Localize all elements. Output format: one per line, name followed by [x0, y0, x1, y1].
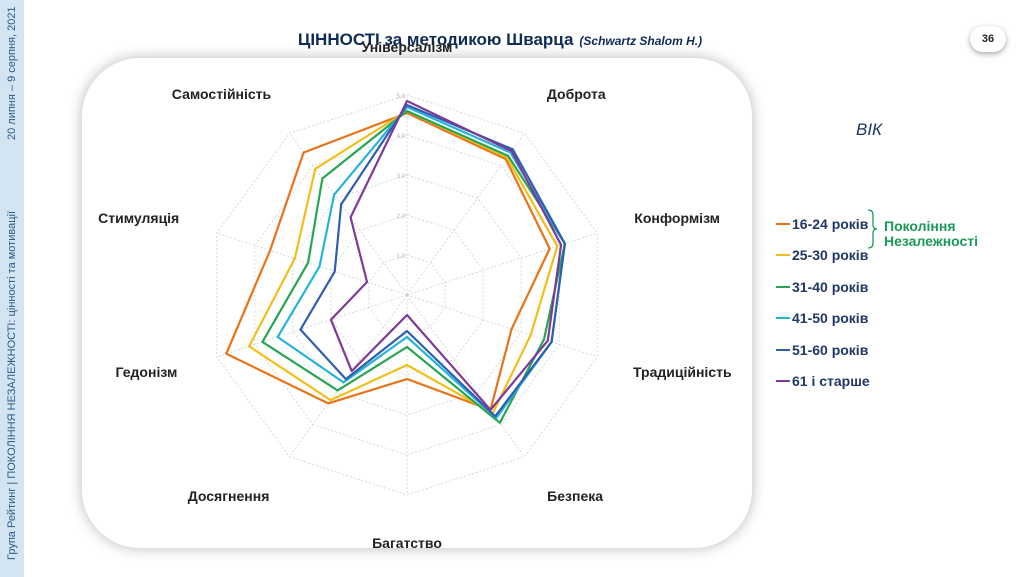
axis-label: Традиційність: [633, 363, 732, 380]
legend-label: 16-24 років: [792, 215, 869, 232]
axis-label: Гедонізм: [115, 363, 178, 380]
series-line-61-і-старше: [329, 99, 563, 411]
sidebar-strip: 20 липня – 9 серпня, 2021 Група Рейтинг …: [0, 0, 24, 577]
legend-item: 51-60 років: [776, 334, 870, 366]
legend-item: 41-50 років: [776, 303, 870, 335]
axis-label: Конформізм: [634, 210, 721, 227]
legend-swatch: [776, 285, 790, 288]
legend-swatch: [776, 348, 790, 351]
generation-label: Покоління Незалежності: [884, 219, 978, 249]
grid-spoke: [406, 294, 598, 358]
side-date-label: 20 липня – 9 серпня, 2021: [6, 6, 18, 140]
legend-item: 25-30 років: [776, 240, 870, 272]
grid-ring: [330, 214, 484, 376]
legend-label: 61 і старше: [792, 373, 870, 390]
axis-label: Стимуляція: [98, 210, 180, 227]
legend-item: 31-40 років: [776, 271, 870, 303]
legend-swatch: [776, 380, 790, 383]
legend-swatch: [776, 254, 790, 257]
title-main: ЦІННОСТІ за методикою Шварца: [297, 30, 574, 49]
grid-ring: [254, 134, 560, 456]
legend-swatch: [776, 222, 790, 225]
page-number-badge: 36: [970, 26, 1006, 52]
legend-label: 25-30 років: [792, 247, 869, 264]
grid-spoke: [216, 232, 408, 296]
axis-label: Універсалізм: [361, 39, 453, 55]
legend-heading: ВІК: [856, 120, 883, 139]
series-line-16-24-років: [225, 111, 551, 411]
generation-brace: [868, 209, 878, 249]
legend-label: 31-40 років: [792, 278, 869, 295]
legend-swatch: [776, 317, 790, 320]
legend-label: 41-50 років: [792, 310, 869, 327]
grid-spoke: [406, 132, 525, 296]
tick-label: 1.0: [397, 254, 406, 260]
series-line-25-30-років: [248, 109, 559, 415]
legend: 16-24 років 25-30 років 31-40 років 41-50 р…: [776, 208, 870, 397]
series-line-51-60-років: [299, 103, 566, 418]
chart-panel: [82, 58, 752, 548]
legend-item: 61 і старше: [776, 366, 870, 398]
tick-label: 2.0: [397, 214, 406, 220]
tick-label: 4.0: [397, 134, 406, 140]
generation-label-line2: Незалежності: [884, 233, 979, 249]
side-footer-label: Група Рейтинг | ПОКОЛІННЯ НЕЗАЛЕЖНОСТІ: …: [6, 211, 18, 560]
tick-label: 3.0: [397, 174, 406, 180]
slide-title: ЦІННОСТІ за методикою Шварца (Schwartz Sh…: [0, 30, 1000, 50]
generation-label-line1: Покоління: [884, 218, 956, 234]
series-line-41-50-років: [276, 105, 566, 420]
grid-ring: [368, 254, 446, 336]
axis-label: Доброта: [546, 86, 606, 103]
grid-spoke: [289, 132, 408, 296]
title-subtitle: (Schwartz Shalom H.): [579, 34, 703, 48]
grid-spoke: [406, 232, 598, 296]
legend-label: 51-60 років: [792, 341, 869, 358]
axis-label: Досягнення: [187, 487, 270, 504]
axis-label: Багатство: [372, 535, 442, 551]
axis-label: Безпека: [547, 487, 604, 504]
grid-spoke: [216, 294, 408, 358]
radar-chart: 1.0 2.0 3.0 4.0 5.0: [216, 94, 598, 496]
grid-spoke: [406, 294, 525, 458]
legend-item: 16-24 років: [776, 208, 870, 240]
tick-label: 5.0: [397, 94, 406, 100]
axis-label: Самостійність: [171, 86, 272, 103]
